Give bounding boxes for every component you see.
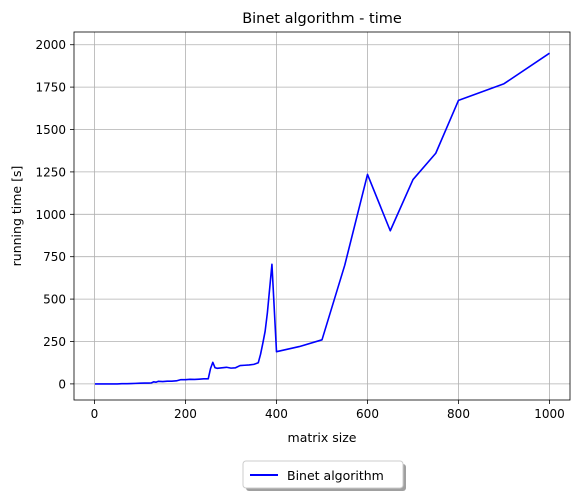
- y-tick: 2000: [35, 38, 74, 52]
- legend: Binet algorithm: [242, 460, 406, 491]
- y-axis-ticks: 0 250 500 750 1000 1250 1500 1750 2000: [35, 38, 74, 391]
- x-axis-label: matrix size: [288, 430, 357, 445]
- x-axis-ticks: 0 200 400 600 800 1000: [91, 400, 565, 421]
- y-tick: 1250: [35, 165, 74, 179]
- y-tick: 750: [43, 250, 74, 264]
- y-tick-label: 750: [43, 250, 66, 264]
- y-tick: 250: [43, 335, 74, 349]
- x-tick-label: 200: [174, 407, 197, 421]
- y-tick: 1750: [35, 81, 74, 95]
- x-tick-label: 1000: [534, 407, 565, 421]
- x-tick: 600: [356, 400, 379, 421]
- y-tick-label: 250: [43, 335, 66, 349]
- y-tick-label: 2000: [35, 38, 66, 52]
- x-tick: 1000: [534, 400, 565, 421]
- y-tick-label: 1750: [35, 81, 66, 95]
- y-tick-label: 500: [43, 293, 66, 307]
- chart-title: Binet algorithm - time: [242, 11, 402, 27]
- y-tick-label: 1500: [35, 123, 66, 137]
- y-tick-label: 1000: [35, 208, 66, 222]
- y-tick-label: 0: [58, 377, 66, 391]
- y-tick: 0: [58, 377, 74, 391]
- x-tick: 0: [91, 400, 99, 421]
- series-line: [94, 52, 550, 385]
- series-lines: [94, 52, 550, 385]
- plot-area-frame: [73, 31, 571, 401]
- legend-box: [242, 460, 404, 489]
- y-tick: 1000: [35, 208, 74, 222]
- x-tick-label: 800: [447, 407, 470, 421]
- x-tick: 400: [265, 400, 288, 421]
- x-gridlines: [94, 32, 550, 400]
- x-tick-label: 600: [356, 407, 379, 421]
- x-tick: 800: [447, 400, 470, 421]
- x-tick-label: 400: [265, 407, 288, 421]
- x-tick-label: 0: [91, 407, 99, 421]
- y-tick-label: 1250: [35, 165, 66, 179]
- y-axis-label: running time [s]: [9, 166, 24, 267]
- y-gridlines: [74, 44, 570, 385]
- y-tick: 500: [43, 293, 74, 307]
- legend-label: Binet algorithm: [287, 468, 384, 483]
- y-tick: 1500: [35, 123, 74, 137]
- x-tick: 200: [174, 400, 197, 421]
